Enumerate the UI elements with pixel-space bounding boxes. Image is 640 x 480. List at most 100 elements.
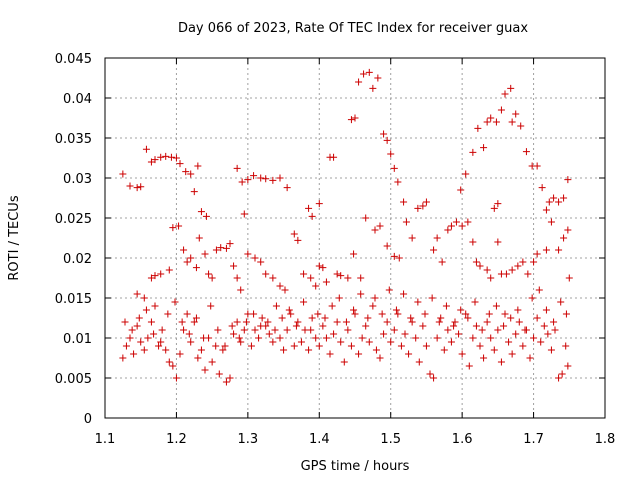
- data-point: [269, 274, 277, 282]
- data-point: [376, 222, 384, 230]
- data-point: [469, 334, 477, 342]
- data-point: [230, 330, 238, 338]
- data-point: [240, 210, 248, 218]
- data-point: [276, 174, 284, 182]
- data-point: [408, 234, 416, 242]
- data-point: [497, 358, 505, 366]
- data-point: [452, 218, 460, 226]
- data-point: [192, 264, 200, 272]
- data-point: [172, 154, 180, 162]
- data-point: [428, 294, 436, 302]
- data-point: [162, 346, 170, 354]
- data-point: [226, 374, 234, 382]
- data-point: [458, 350, 466, 358]
- data-point: [550, 194, 558, 202]
- data-point: [226, 240, 234, 248]
- data-point: [121, 318, 129, 326]
- data-point: [450, 322, 458, 330]
- data-point: [542, 206, 550, 214]
- y-tick-label: 0: [84, 412, 92, 427]
- data-point: [355, 78, 363, 86]
- data-point: [369, 84, 377, 92]
- data-point: [515, 318, 523, 326]
- data-point: [494, 238, 502, 246]
- data-point: [264, 318, 272, 326]
- data-point: [433, 334, 441, 342]
- data-point: [444, 326, 452, 334]
- data-point: [442, 302, 450, 310]
- data-point: [565, 274, 573, 282]
- data-point: [501, 310, 509, 318]
- data-point: [262, 270, 270, 278]
- data-point: [544, 330, 552, 338]
- data-point: [535, 286, 543, 294]
- data-point: [244, 250, 252, 258]
- x-tick-label: 1.8: [595, 432, 616, 447]
- data-point: [192, 314, 200, 322]
- data-point: [487, 114, 495, 122]
- data-point: [195, 234, 203, 242]
- data-point: [478, 326, 486, 334]
- y-tick-label: 0.045: [55, 52, 92, 67]
- data-point: [487, 334, 495, 342]
- data-points: [119, 68, 573, 386]
- data-point: [230, 262, 238, 270]
- data-point: [126, 334, 134, 342]
- data-point: [526, 354, 534, 362]
- data-point: [383, 136, 391, 144]
- data-point: [462, 310, 470, 318]
- data-point: [235, 334, 243, 342]
- data-point: [347, 116, 355, 124]
- y-tick-label: 0.005: [55, 372, 92, 387]
- data-point: [321, 314, 329, 322]
- data-point: [269, 338, 277, 346]
- data-point: [258, 314, 266, 322]
- data-point: [371, 226, 379, 234]
- data-point: [400, 198, 408, 206]
- data-point: [472, 322, 480, 330]
- data-point: [357, 274, 365, 282]
- data-point: [538, 184, 546, 192]
- data-point: [330, 330, 338, 338]
- data-point: [362, 214, 370, 222]
- data-point: [394, 310, 402, 318]
- x-tick-label: 1.5: [380, 432, 401, 447]
- data-point: [292, 322, 300, 330]
- data-point: [276, 334, 284, 342]
- data-point: [151, 272, 159, 280]
- data-point: [157, 338, 165, 346]
- data-point: [433, 234, 441, 242]
- data-point: [214, 326, 222, 334]
- data-point: [169, 362, 177, 370]
- data-point: [247, 342, 255, 350]
- data-point: [222, 378, 230, 386]
- data-point: [383, 242, 391, 250]
- data-point: [369, 302, 377, 310]
- data-point: [285, 306, 293, 314]
- data-point: [519, 258, 527, 266]
- data-point: [208, 358, 216, 366]
- data-point: [351, 114, 359, 122]
- gridlines: [105, 58, 605, 418]
- data-point: [494, 200, 502, 208]
- data-point: [383, 318, 391, 326]
- data-point: [390, 164, 398, 172]
- data-point: [364, 314, 372, 322]
- data-point: [438, 258, 446, 266]
- data-point: [397, 342, 405, 350]
- data-point: [333, 270, 341, 278]
- data-point: [315, 262, 323, 270]
- data-point: [405, 350, 413, 358]
- data-point: [378, 310, 386, 318]
- data-point: [555, 198, 563, 206]
- data-point: [322, 278, 330, 286]
- data-point: [394, 178, 402, 186]
- data-point: [228, 322, 236, 330]
- data-point: [287, 310, 295, 318]
- data-point: [528, 294, 536, 302]
- data-point: [483, 118, 491, 126]
- data-point: [521, 326, 529, 334]
- data-point: [200, 334, 208, 342]
- data-point: [257, 174, 265, 182]
